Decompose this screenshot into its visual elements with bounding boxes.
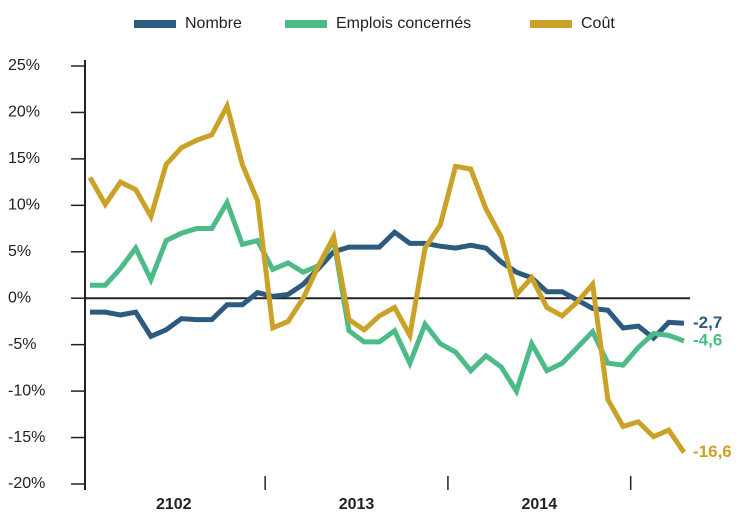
legend-label: Coût: [581, 15, 615, 32]
y-tick-label: -5%: [8, 336, 36, 353]
end-label: -2,7: [693, 313, 722, 332]
series-line: [90, 196, 685, 397]
series-line: [87, 99, 687, 454]
legend-label: Emplois concernés: [336, 15, 471, 32]
legend-swatch: [285, 20, 327, 28]
x-tick-label: 2102: [156, 496, 192, 513]
end-label: -16,6: [693, 442, 732, 461]
y-tick-label: 20%: [8, 104, 40, 121]
y-tick-label: -20%: [8, 475, 45, 492]
y-tick-label: -15%: [8, 429, 45, 446]
y-tick-label: 10%: [8, 197, 40, 214]
legend-swatch: [530, 20, 572, 28]
legend-swatch: [134, 20, 176, 28]
y-tick-label: -10%: [8, 382, 45, 399]
y-tick-label: 25%: [8, 57, 40, 74]
y-tick-label: 5%: [8, 243, 31, 260]
x-tick-label: 2014: [522, 496, 558, 513]
series-line: [90, 229, 685, 342]
legend-label: Nombre: [185, 15, 242, 32]
y-tick-label: 15%: [8, 150, 40, 167]
end-label: -4,6: [693, 330, 722, 349]
y-tick-label: 0%: [8, 289, 31, 306]
x-tick-label: 2013: [339, 496, 375, 513]
